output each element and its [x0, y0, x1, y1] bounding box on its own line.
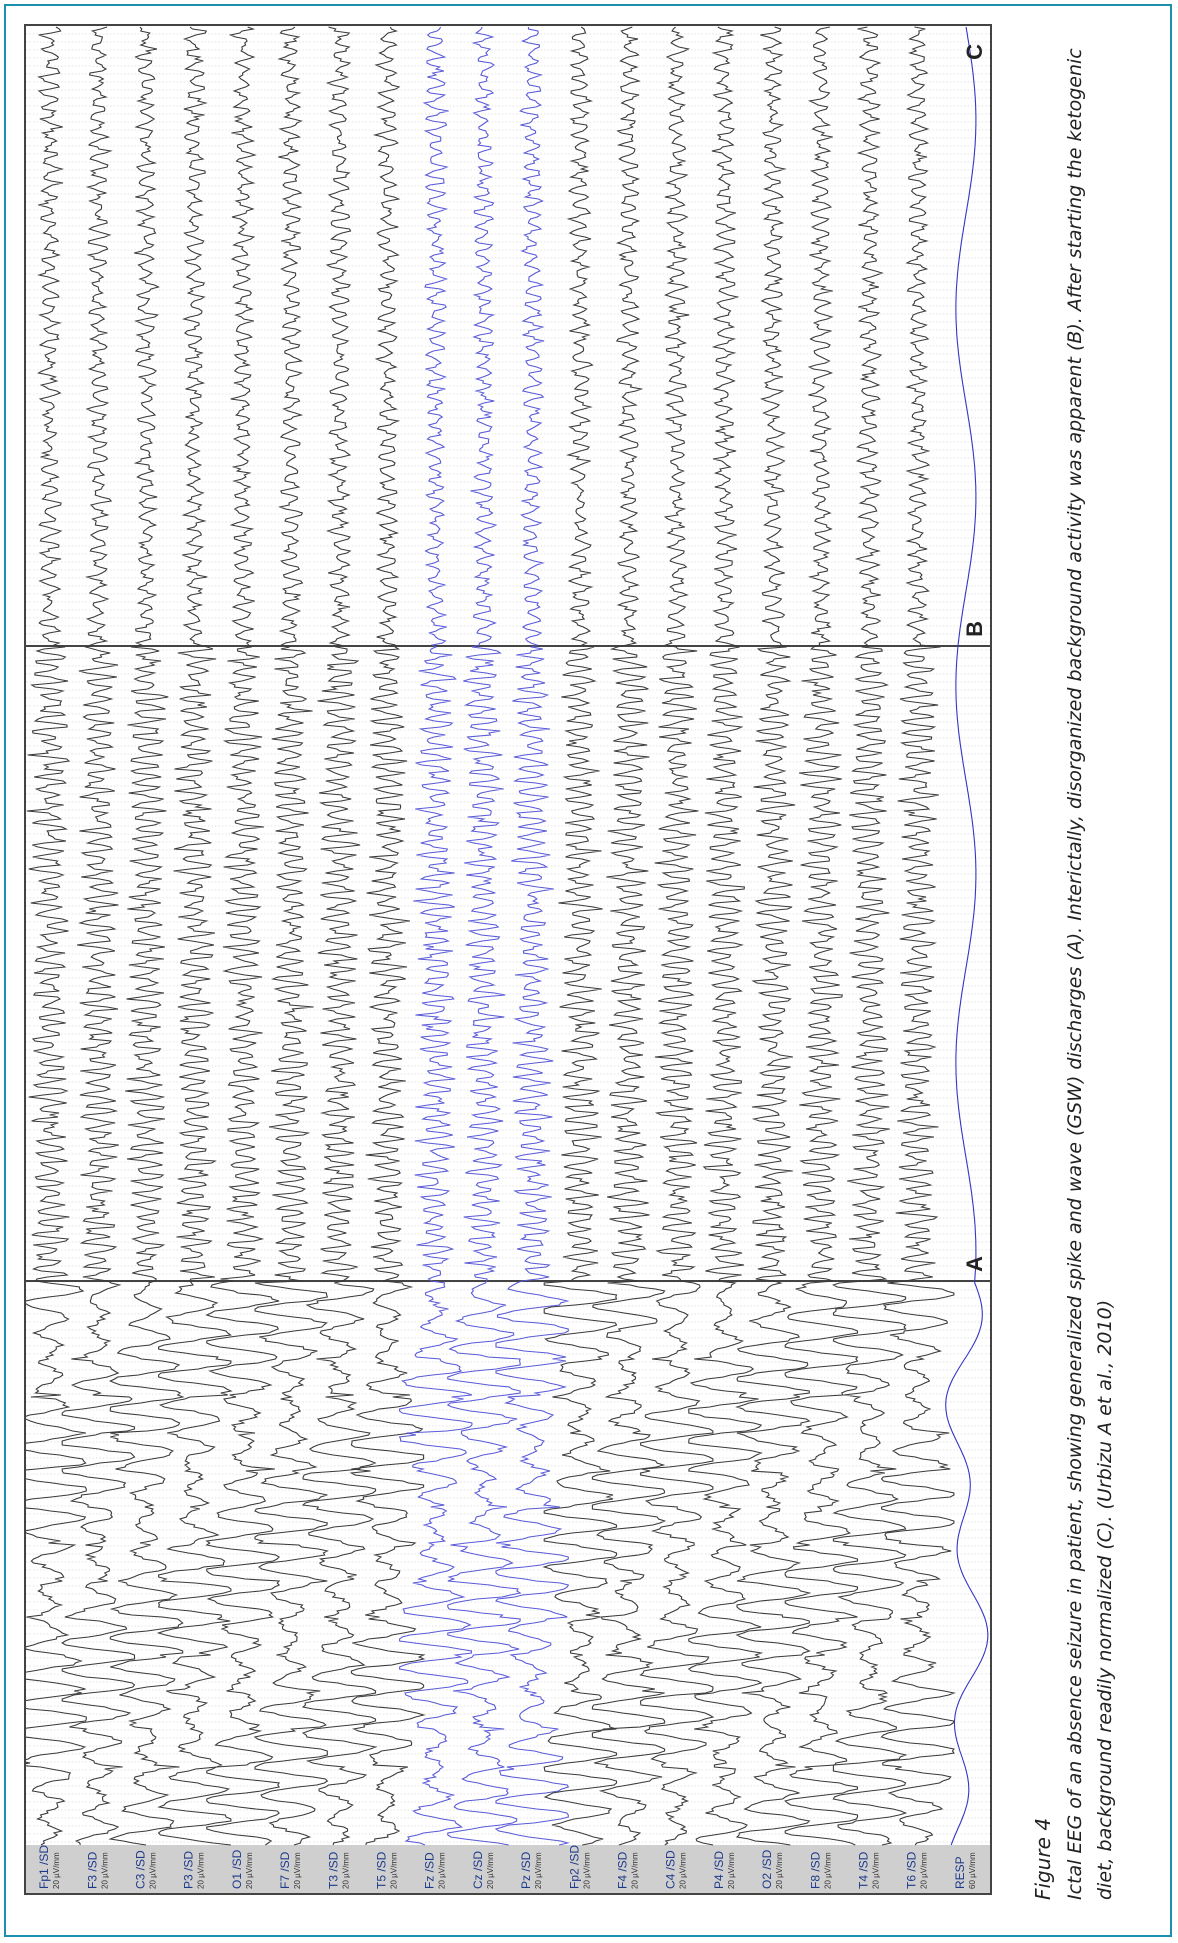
eeg-trace-t5: [349, 26, 426, 1846]
channel-label: P4 /SD 20 µV/mm: [712, 1851, 736, 1889]
eeg-trace-t4: [832, 26, 908, 1846]
channel-name: F8 /SD: [808, 1851, 822, 1889]
channel-name: Fz /SD: [423, 1852, 437, 1889]
channel-name: Fp2 /SD: [567, 1845, 581, 1889]
channel-scale: 20 µV/mm: [52, 1852, 61, 1889]
channel-label: T3 /SD 20 µV/mm: [326, 1851, 350, 1889]
channel-scale: 20 µV/mm: [390, 1852, 399, 1889]
eeg-trace-resp: [945, 26, 989, 1846]
channel-name: C3 /SD: [134, 1850, 148, 1889]
channel-label: RESP 60 µV/mm: [953, 1852, 977, 1889]
channel-label: F3 /SD 20 µV/mm: [85, 1851, 109, 1889]
figure-caption-text: Ictal EEG of an absence seizure in patie…: [1064, 48, 1116, 1900]
channel-scale: 20 µV/mm: [293, 1852, 302, 1889]
channel-scale: 60 µV/mm: [968, 1852, 977, 1889]
channel-scale: 20 µV/mm: [438, 1852, 447, 1889]
eeg-trace-o1: [205, 26, 281, 1846]
channel-label: F7 /SD 20 µV/mm: [278, 1851, 302, 1889]
channel-scale: 20 µV/mm: [582, 1852, 591, 1889]
channel-name: Cz /SD: [471, 1851, 485, 1889]
eeg-trace-p3: [156, 26, 233, 1846]
channel-label: C3 /SD 20 µV/mm: [134, 1850, 158, 1889]
channel-name: Pz /SD: [519, 1851, 533, 1889]
figure-label: Figure 4: [1031, 1817, 1055, 1900]
figure-frame: [4, 4, 1172, 1937]
eeg-trace-t6: [880, 26, 956, 1846]
channel-label: C4 /SD 20 µV/mm: [664, 1850, 688, 1889]
channel-scale: 20 µV/mm: [631, 1852, 640, 1889]
segment-label-a: A: [962, 1256, 987, 1272]
channel-name: T4 /SD: [857, 1851, 871, 1889]
segment-label-b: B: [962, 621, 987, 637]
channel-label: P3 /SD 20 µV/mm: [182, 1851, 206, 1889]
channel-label: T4 /SD 20 µV/mm: [857, 1851, 881, 1889]
channel-scale: 20 µV/mm: [245, 1852, 254, 1889]
channel-name: T3 /SD: [326, 1851, 340, 1889]
eeg-trace-fp1: [26, 26, 87, 1846]
channel-scale: 20 µV/mm: [920, 1852, 929, 1889]
eeg-trace-pz: [494, 26, 570, 1846]
channel-label: Fp2 /SD 20 µV/mm: [567, 1845, 591, 1889]
channel-label: F4 /SD 20 µV/mm: [616, 1851, 640, 1889]
eeg-trace-f4: [591, 26, 667, 1846]
segment-label-c: C: [962, 44, 987, 60]
channel-name: T5 /SD: [375, 1851, 389, 1889]
eeg-trace-fp2: [542, 26, 618, 1846]
channel-scale: 20 µV/mm: [100, 1852, 109, 1889]
channel-label: T6 /SD 20 µV/mm: [905, 1851, 929, 1889]
eeg-trace-fz: [398, 26, 473, 1846]
channel-name: F7 /SD: [278, 1851, 292, 1889]
channel-name: O2 /SD: [760, 1849, 774, 1889]
channel-name: O1 /SD: [230, 1849, 244, 1889]
channel-scale: 20 µV/mm: [341, 1852, 350, 1889]
eeg-trace-c3: [108, 26, 185, 1846]
eeg-trace-f8: [784, 26, 859, 1846]
eeg-trace-f3: [61, 26, 136, 1846]
channel-label: T5 /SD 20 µV/mm: [375, 1851, 399, 1889]
channel-label: O1 /SD 20 µV/mm: [230, 1849, 254, 1889]
eeg-trace-f7: [253, 26, 329, 1846]
channel-label: Fp1 /SD 20 µV/mm: [37, 1845, 61, 1889]
channel-name: Fp1 /SD: [37, 1845, 51, 1889]
channel-scale: 20 µV/mm: [149, 1852, 158, 1889]
channel-name: RESP: [953, 1856, 967, 1889]
channel-name: T6 /SD: [905, 1851, 919, 1889]
channel-scale: 20 µV/mm: [486, 1852, 495, 1889]
eeg-trace-p4: [687, 26, 764, 1846]
channel-label: Cz /SD 20 µV/mm: [471, 1851, 495, 1889]
eeg-trace-plot: Fp1 /SD 20 µV/mm F3 /SD 20 µV/mm C3 /SD 20 µV…: [26, 26, 990, 1893]
channel-scale: 20 µV/mm: [534, 1852, 543, 1889]
eeg-trace-c4: [639, 26, 715, 1846]
eeg-trace-cz: [446, 26, 522, 1846]
channel-name: F4 /SD: [616, 1851, 630, 1889]
eeg-trace-o2: [735, 26, 812, 1846]
channel-scale: 20 µV/mm: [775, 1852, 784, 1889]
channel-name: P3 /SD: [182, 1851, 196, 1889]
channel-name: P4 /SD: [712, 1851, 726, 1889]
channel-scale: 20 µV/mm: [727, 1852, 736, 1889]
eeg-trace-t3: [301, 26, 378, 1846]
channel-label: Pz /SD 20 µV/mm: [519, 1851, 543, 1889]
channel-label: O2 /SD 20 µV/mm: [760, 1849, 784, 1889]
channel-name: C4 /SD: [664, 1850, 678, 1889]
channel-scale: 20 µV/mm: [679, 1852, 688, 1889]
eeg-figure: Fp1 /SD 20 µV/mm F3 /SD 20 µV/mm C3 /SD 20 µV…: [24, 24, 992, 1895]
channel-name: F3 /SD: [85, 1851, 99, 1889]
figure-caption: Figure 4 Ictal EEG of an absence seizure…: [1030, 20, 1120, 1900]
channel-scale: 20 µV/mm: [872, 1852, 881, 1889]
channel-label: F8 /SD 20 µV/mm: [808, 1851, 832, 1889]
channel-scale: 20 µV/mm: [823, 1852, 832, 1889]
channel-label-band: [26, 1845, 990, 1893]
channel-label: Fz /SD 20 µV/mm: [423, 1852, 447, 1889]
channel-scale: 20 µV/mm: [197, 1852, 206, 1889]
